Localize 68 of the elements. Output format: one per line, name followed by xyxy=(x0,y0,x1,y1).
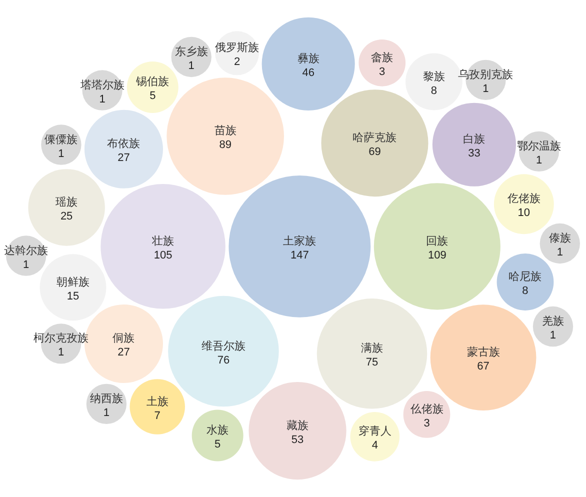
data-label: 2 xyxy=(234,56,240,68)
category-label: 塔塔尔族 xyxy=(79,78,124,92)
data-label: 1 xyxy=(482,82,489,95)
data-label: 27 xyxy=(118,152,130,164)
data-label: 5 xyxy=(150,90,156,102)
category-label: 白族 xyxy=(463,132,486,146)
category-label: 鄂尔温族 xyxy=(517,139,562,152)
data-label: 1 xyxy=(556,246,563,258)
category-label: 满族 xyxy=(360,342,383,355)
category-label: 维吾尔族 xyxy=(201,339,246,352)
category-label: 黎族 xyxy=(422,70,445,83)
data-label: 8 xyxy=(430,84,438,97)
category-label: 达斡尔族 xyxy=(4,244,48,257)
data-label: 27 xyxy=(118,346,130,359)
category-label: 仫佬族 xyxy=(409,402,444,416)
category-label: 瑶族 xyxy=(56,195,78,208)
data-label: 67 xyxy=(477,360,490,373)
category-label: 傣族 xyxy=(548,232,571,244)
category-label: 回族 xyxy=(426,234,448,248)
category-label: 土家族 xyxy=(283,234,316,248)
data-label: 69 xyxy=(368,146,381,158)
data-label: 1 xyxy=(188,60,194,72)
category-label: 仡佬族 xyxy=(507,192,540,206)
category-label: 布依族 xyxy=(107,137,140,150)
category-label: 哈萨克族 xyxy=(352,131,397,144)
data-label: 46 xyxy=(302,66,314,79)
category-label: 穿青人 xyxy=(358,424,392,438)
data-label: 105 xyxy=(154,249,172,262)
data-label: 8 xyxy=(522,285,528,298)
category-label: 东乡族 xyxy=(174,44,208,58)
category-label: 水族 xyxy=(206,423,229,436)
data-label: 33 xyxy=(468,148,480,160)
data-label: 1 xyxy=(103,406,110,419)
category-label: 侗族 xyxy=(112,332,135,345)
data-label: 1 xyxy=(536,154,542,166)
data-label: 1 xyxy=(550,330,556,342)
category-label: 蒙古族 xyxy=(466,346,500,359)
data-label: 75 xyxy=(366,356,378,369)
data-label: 7 xyxy=(154,410,160,422)
data-label: 1 xyxy=(23,258,30,271)
data-label: 1 xyxy=(99,93,106,106)
category-label: 彝族 xyxy=(297,52,320,65)
category-label: 俄罗斯族 xyxy=(215,41,260,54)
category-label: 朝鲜族 xyxy=(56,275,90,288)
data-label: 5 xyxy=(214,438,221,450)
data-label: 3 xyxy=(424,417,430,430)
category-label: 苗族 xyxy=(214,124,236,138)
data-label: 89 xyxy=(219,139,232,152)
data-label: 4 xyxy=(372,440,378,452)
data-label: 10 xyxy=(518,207,530,220)
data-label: 1 xyxy=(58,346,64,359)
category-label: 土族 xyxy=(146,394,168,408)
category-label: 藏族 xyxy=(286,418,309,432)
category-label: 畲族 xyxy=(371,50,394,64)
category-label: 纳西族 xyxy=(90,392,123,405)
data-label: 25 xyxy=(60,210,73,222)
category-label: 壮族 xyxy=(151,234,174,248)
category-label: 羌族 xyxy=(542,314,564,328)
data-label: 1 xyxy=(58,148,64,160)
category-label: 哈尼族 xyxy=(508,270,542,284)
data-label: 15 xyxy=(66,290,80,302)
category-label: 傈僳族 xyxy=(44,132,78,146)
data-label: 3 xyxy=(379,66,386,78)
data-label: 53 xyxy=(291,434,304,446)
category-label: 锡伯族 xyxy=(135,75,170,88)
data-label: 76 xyxy=(217,354,230,366)
data-label: 109 xyxy=(428,249,446,262)
data-label: 147 xyxy=(290,249,309,262)
